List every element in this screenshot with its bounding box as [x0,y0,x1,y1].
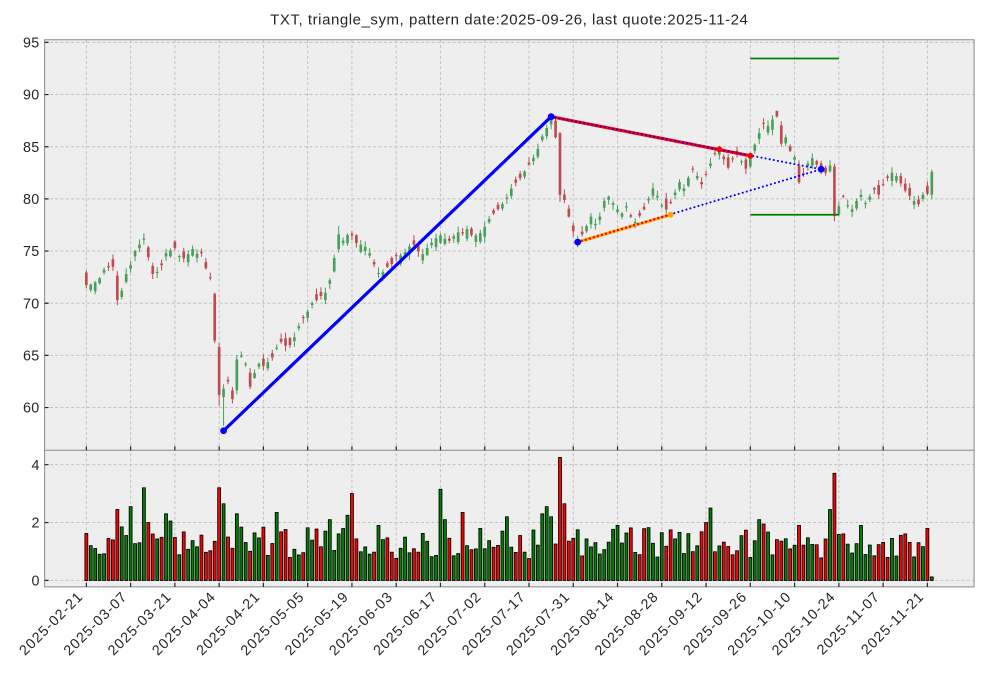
svg-text:80: 80 [23,192,40,208]
svg-text:90: 90 [23,88,40,104]
svg-text:2: 2 [32,516,40,532]
svg-text:TXT, triangle_sym, pattern dat: TXT, triangle_sym, pattern date:2025-09-… [270,11,748,28]
svg-text:65: 65 [23,348,40,364]
svg-text:0: 0 [32,574,40,590]
svg-text:70: 70 [23,296,40,312]
svg-text:75: 75 [23,244,40,260]
svg-text:60: 60 [23,401,40,417]
svg-text:95: 95 [23,36,40,52]
svg-text:4: 4 [32,458,40,474]
svg-text:85: 85 [23,140,40,156]
